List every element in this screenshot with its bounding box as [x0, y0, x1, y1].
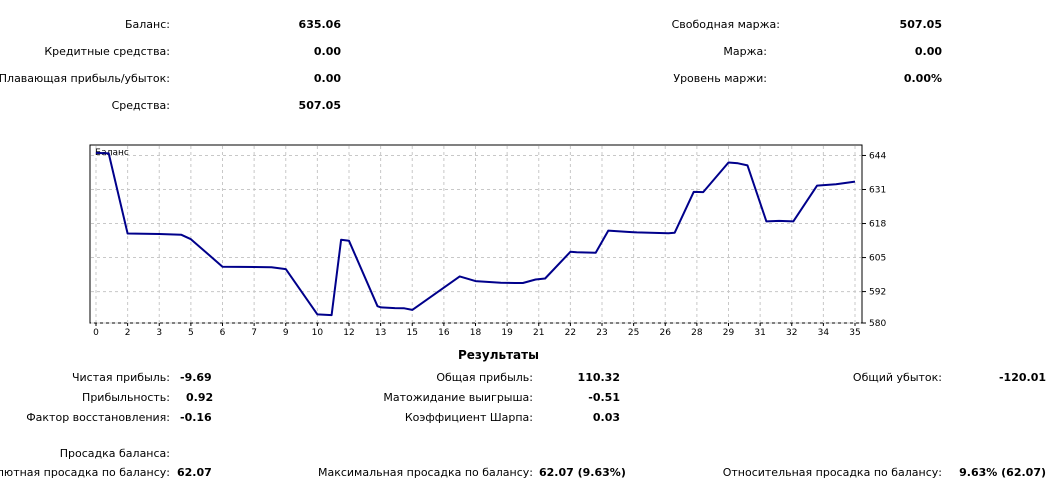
recovery-factor-label: Фактор восстановления:	[26, 411, 170, 424]
profit-factor-value: 0.92	[186, 391, 214, 404]
y-tick-label: 605	[869, 254, 886, 264]
y-tick-label: 618	[869, 220, 886, 230]
credit-value: 0.00	[313, 45, 341, 58]
gross-loss-value: -120.01	[998, 371, 1046, 384]
x-tick-label: 18	[470, 328, 482, 338]
x-tick-label: 21	[533, 328, 544, 338]
x-tick-label: 5	[188, 328, 194, 338]
free-margin-value: 507.05	[899, 18, 942, 31]
y-tick-label: 631	[869, 186, 886, 196]
x-tick-label: 28	[691, 328, 703, 338]
x-tick-label: 6	[220, 328, 226, 338]
x-tick-label: 35	[849, 328, 860, 338]
x-tick-label: 9	[283, 328, 289, 338]
chart-grid-vertical	[95, 146, 856, 322]
x-tick-label: 31	[754, 328, 765, 338]
margin-label: Маржа:	[723, 45, 767, 58]
gross-loss-label: Общий убыток:	[852, 371, 942, 384]
drawdown-title: Просадка баланса:	[59, 447, 170, 460]
recovery-factor-value: -0.16	[180, 411, 212, 424]
expected-payoff-value: -0.51	[588, 391, 620, 404]
max-drawdown-value: 62.07 (9.63%)	[539, 466, 626, 479]
balance-value: 635.06	[298, 18, 341, 31]
free-margin-label: Свободная маржа:	[671, 18, 780, 31]
rel-drawdown-label: Относительная просадка по балансу:	[722, 466, 942, 479]
balance-chart: Баланс 0 2 3 5 6 7 9 10 12 13 15 16 18 19 21 22 23 25 26 28…	[89, 144, 886, 338]
x-tick-label: 26	[660, 328, 672, 338]
margin-value: 0.00	[914, 45, 942, 58]
margin-level-label: Уровень маржи:	[673, 72, 767, 85]
equity-value: 507.05	[298, 99, 341, 112]
net-profit-label: Чистая прибыль:	[71, 371, 170, 384]
results-title: Результаты	[458, 348, 539, 362]
net-profit-value: -9.69	[180, 371, 212, 384]
x-tick-label: 23	[596, 328, 607, 338]
margin-level-value: 0.00%	[903, 72, 942, 85]
x-tick-label: 7	[251, 328, 257, 338]
credit-label: Кредитные средства:	[44, 45, 170, 58]
y-tick-label: 592	[869, 288, 886, 298]
x-tick-label: 29	[723, 328, 735, 338]
x-tick-label: 10	[312, 328, 324, 338]
x-tick-label: 32	[786, 328, 797, 338]
x-tick-label: 0	[93, 328, 99, 338]
x-tick-label: 13	[375, 328, 386, 338]
max-drawdown-label: Максимальная просадка по балансу:	[317, 466, 533, 479]
floating-pl-value: 0.00	[313, 72, 341, 85]
profit-factor-label: Прибыльность:	[82, 391, 170, 404]
floating-pl-label: Плавающая прибыль/убыток:	[0, 72, 170, 85]
x-tick-label: 34	[818, 328, 830, 338]
chart-x-ticks: 0 2 3 5 6 7 9 10 12 13 15 16 18 19 21 22 23 25 26 28 29 31 32 3…	[93, 323, 861, 338]
x-tick-label: 22	[565, 328, 576, 338]
x-tick-label: 3	[156, 328, 162, 338]
y-tick-label: 644	[869, 151, 886, 161]
sharpe-label: Коэффициент Шарпа:	[404, 411, 533, 424]
x-tick-label: 12	[343, 328, 354, 338]
x-tick-label: 2	[125, 328, 131, 338]
sharpe-value: 0.03	[592, 411, 620, 424]
expected-payoff-label: Матожидание выигрыша:	[383, 391, 533, 404]
gross-profit-value: 110.32	[577, 371, 620, 384]
x-tick-label: 19	[501, 328, 513, 338]
chart-plot-area	[89, 144, 863, 324]
gross-profit-label: Общая прибыль:	[436, 371, 533, 384]
balance-label: Баланс:	[124, 18, 170, 31]
equity-label: Средства:	[111, 99, 170, 112]
x-tick-label: 15	[407, 328, 418, 338]
abs-drawdown-label: Абсолютная просадка по балансу:	[0, 466, 170, 479]
x-tick-label: 16	[438, 328, 450, 338]
x-tick-label: 25	[628, 328, 639, 338]
chart-title: Баланс	[95, 148, 129, 158]
chart-y-ticks: 580 592 605 618 631 644	[862, 151, 886, 329]
balance-line	[95, 151, 856, 317]
y-tick-label: 580	[869, 319, 886, 329]
rel-drawdown-value: 9.63% (62.07)	[959, 466, 1046, 479]
abs-drawdown-value: 62.07	[177, 466, 212, 479]
